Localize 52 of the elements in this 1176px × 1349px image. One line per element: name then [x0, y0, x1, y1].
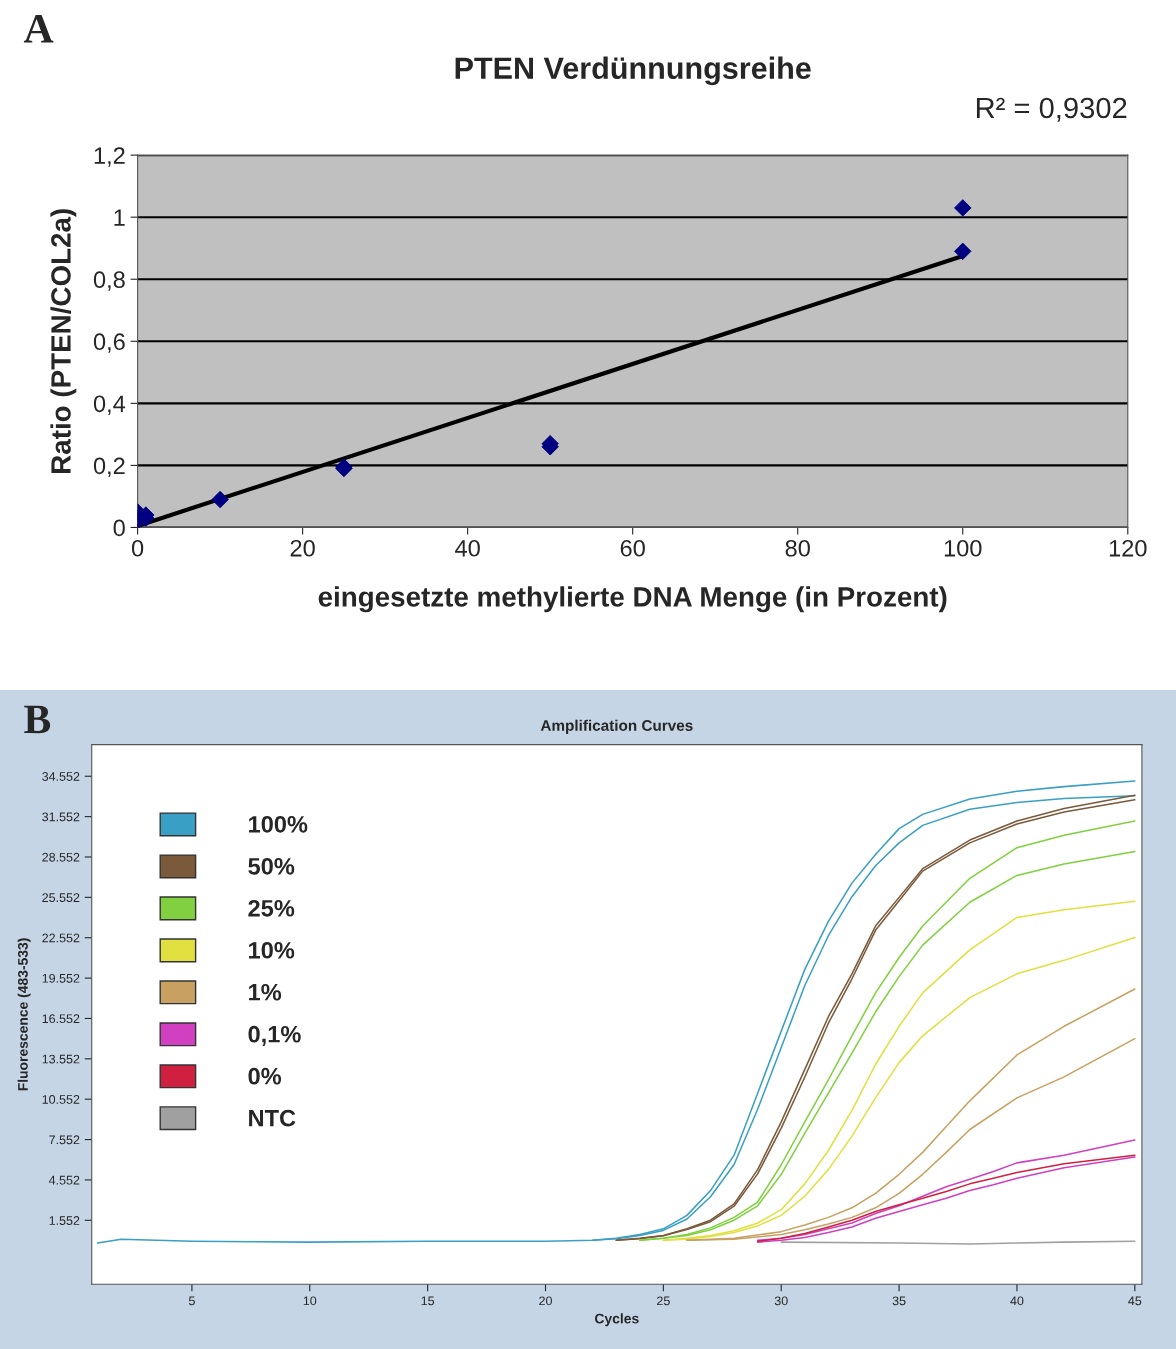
legend-label: 100% [249, 815, 308, 833]
y-tick-label: 0,6 [93, 333, 125, 353]
y-tick-label: 0,4 [93, 395, 126, 415]
legend-label: 50% [248, 857, 295, 875]
y-tick-label: 7.552 [49, 1135, 80, 1145]
legend-label: 0,1% [248, 1025, 301, 1046]
x-axis-title: Cycles [594, 1313, 639, 1327]
x-tick-label: 60 [620, 539, 645, 557]
legend-label: 10% [249, 941, 295, 959]
legend-label: 1% [249, 983, 282, 1001]
x-tick-label: 10 [303, 1296, 317, 1306]
y-axis-title: Ratio (PTEN/COL2a) [50, 209, 77, 473]
x-axis-title: eingesetzte methylierte DNA Menge (in Prozent) [318, 586, 947, 613]
legend-label: 25% [248, 899, 295, 917]
y-tick-label: 34.552 [42, 772, 80, 781]
x-tick-label: 0 [131, 539, 144, 557]
x-tick-label: 40 [1010, 1296, 1024, 1306]
y-tick-label: 22.552 [42, 933, 80, 943]
x-tick-label: 25 [657, 1296, 670, 1306]
x-tick-label: 40 [455, 539, 480, 557]
x-tick-label: 20 [539, 1296, 552, 1306]
x-tick-label: 15 [421, 1296, 435, 1306]
x-tick-label: 30 [774, 1296, 788, 1306]
y-tick-label: 31.552 [42, 812, 80, 822]
x-tick-label: 35 [892, 1296, 906, 1306]
chart-title: PTEN Verdünnungsreihe [455, 56, 811, 86]
x-tick-label: 20 [290, 539, 315, 557]
text: R² = 0,9302 [976, 97, 1127, 122]
y-tick-label: 4.552 [48, 1175, 80, 1185]
x-tick-label: 120 [1109, 539, 1147, 557]
legend-label: NTC [249, 1109, 296, 1127]
text: B [24, 705, 51, 734]
x-tick-label: 100 [944, 539, 982, 557]
y-tick-label: 16.552 [42, 1014, 80, 1024]
chart-title: Amplification Curves [540, 719, 693, 734]
x-tick-label: 5 [188, 1296, 195, 1306]
y-tick-label: 0 [113, 519, 125, 537]
text: A [23, 14, 54, 43]
y-tick-label: 10.552 [42, 1095, 80, 1104]
y-tick-label: 0,2 [93, 457, 125, 477]
y-tick-label: 28.552 [42, 852, 80, 862]
legend-label: 0% [248, 1067, 282, 1085]
y-axis-title: Fluorescence (483-533) [17, 938, 31, 1091]
x-tick-label: 80 [785, 539, 810, 557]
y-tick-label: 19.552 [42, 973, 80, 983]
y-tick-label: 25.552 [42, 893, 80, 902]
y-tick-label: 1,2 [94, 147, 125, 167]
y-tick-label: 13.552 [42, 1054, 80, 1064]
y-tick-label: 1 [114, 209, 125, 226]
y-tick-label: 1.552 [49, 1216, 80, 1225]
y-tick-label: 0,8 [93, 271, 125, 291]
x-tick-label: 45 [1128, 1296, 1142, 1306]
